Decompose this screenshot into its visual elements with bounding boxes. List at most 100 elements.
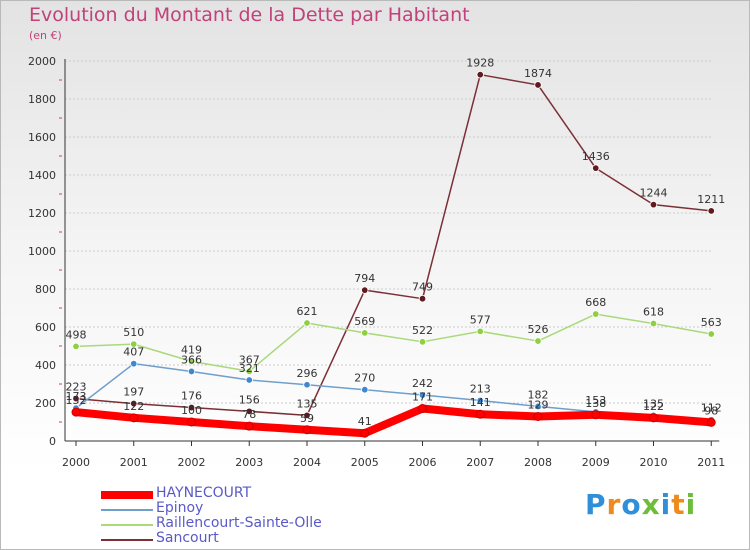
data-point-raillencourt-sainte-olle: [649, 319, 658, 328]
data-point-haynecourt: [71, 407, 81, 417]
data-point-raillencourt-sainte-olle: [707, 330, 715, 338]
data-label-raillencourt-sainte-olle: 668: [585, 296, 606, 309]
y-tick-label: 800: [35, 283, 56, 296]
y-tick-label: 0: [49, 435, 56, 448]
x-tick-label: 2011: [697, 456, 725, 469]
data-label-sancourt: 176: [181, 390, 202, 403]
x-tick-label: 2007: [466, 456, 494, 469]
y-tick-label: 1800: [28, 93, 56, 106]
data-label-haynecourt: 59: [300, 412, 314, 425]
data-label-epinoy: 296: [297, 367, 318, 380]
data-label-sancourt: 1436: [582, 150, 610, 163]
data-label-raillencourt-sainte-olle: 577: [470, 313, 491, 326]
data-point-raillencourt-sainte-olle: [303, 319, 311, 327]
data-point-epinoy: [476, 396, 484, 405]
chart-subtitle: (en €): [29, 29, 62, 42]
data-label-haynecourt: 171: [412, 391, 433, 404]
legend-swatch-epinoy: [101, 509, 153, 511]
gridlines: [65, 60, 712, 404]
data-label-haynecourt: 41: [358, 415, 372, 428]
data-label-haynecourt: 141: [470, 396, 491, 409]
data-point-haynecourt: [187, 417, 196, 427]
data-label-raillencourt-sainte-olle: 563: [701, 316, 722, 329]
data-point-epinoy: [361, 386, 369, 394]
data-label-sancourt: 749: [412, 281, 433, 294]
legend-label-epinoy: Epinoy: [156, 500, 204, 516]
y-tick-label: 200: [35, 397, 56, 410]
data-label-raillencourt-sainte-olle: 569: [354, 315, 375, 328]
data-label-sancourt: 1244: [640, 187, 668, 200]
data-labels: 223 197 176 156 135 794 749 1928 1874 1436 1244 121…: [66, 57, 726, 429]
data-label-epinoy: 182: [528, 388, 549, 401]
data-point-raillencourt-sainte-olle: [361, 329, 369, 337]
y-tick-label: 1600: [28, 131, 56, 144]
data-label-epinoy: 135: [643, 397, 664, 410]
data-label-raillencourt-sainte-olle: 526: [528, 323, 549, 336]
data-point-raillencourt-sainte-olle: [534, 337, 542, 345]
logo-letter: o: [621, 488, 642, 521]
data-label-raillencourt-sainte-olle: 618: [643, 306, 664, 319]
data-point-haynecourt: [129, 413, 139, 423]
data-point-sancourt: [72, 394, 80, 403]
x-tick-label: 2010: [640, 456, 668, 469]
data-label-epinoy: 321: [239, 362, 260, 375]
data-label-haynecourt: 78: [242, 408, 256, 421]
data-label-sancourt: 794: [354, 272, 375, 285]
data-label-epinoy: 112: [701, 402, 722, 415]
legend-label-haynecourt: HAYNECOURT: [156, 485, 252, 501]
data-point-haynecourt: [706, 417, 716, 427]
data-point-raillencourt-sainte-olle: [130, 340, 138, 348]
data-point-raillencourt-sainte-olle: [418, 338, 427, 346]
data-label-raillencourt-sainte-olle: 498: [66, 328, 87, 341]
data-point-raillencourt-sainte-olle: [592, 310, 600, 318]
data-label-haynecourt: 100: [181, 404, 202, 417]
x-tick-label: 2006: [409, 456, 437, 469]
x-tick-label: 2000: [62, 456, 90, 469]
data-point-haynecourt: [533, 411, 543, 421]
logo-letter: i: [660, 488, 672, 521]
data-point-epinoy: [187, 367, 196, 376]
logo-letter: t: [671, 488, 686, 521]
series-line-epinoy: [75, 362, 712, 421]
x-tick-label: 2001: [120, 456, 148, 469]
y-tick-label: 1000: [28, 245, 56, 258]
x-tick-label: 2008: [524, 456, 552, 469]
data-point-haynecourt: [649, 413, 658, 423]
data-point-sancourt: [303, 411, 311, 420]
data-point-sancourt: [187, 403, 196, 412]
data-point-haynecourt: [418, 404, 427, 414]
logo-letter: x: [641, 488, 661, 521]
data-label-sancourt: 1874: [524, 67, 552, 80]
legend-swatch-sancourt: [101, 539, 153, 541]
data-label-sancourt: 197: [123, 386, 144, 399]
series-line-raillencourt-sainte-olle: [75, 313, 712, 373]
data-label-sancourt: 1211: [697, 193, 725, 206]
x-tick-label: 2005: [351, 456, 379, 469]
y-tick-label: 600: [35, 321, 56, 334]
data-label-epinoy: 213: [470, 383, 491, 396]
data-point-epinoy: [418, 391, 427, 399]
data-label-epinoy: 242: [412, 377, 433, 390]
x-tick-label: 2002: [178, 456, 206, 469]
data-label-epinoy: 173: [66, 390, 87, 403]
data-point-epinoy: [245, 376, 253, 384]
legend-label-sancourt: Sancourt: [156, 530, 219, 546]
data-point-raillencourt-sainte-olle: [187, 357, 196, 366]
data-point-sancourt: [707, 207, 715, 215]
data-point-sancourt: [592, 164, 600, 172]
x-tick-label: 2003: [235, 456, 263, 469]
data-label-raillencourt-sainte-olle: 419: [181, 343, 202, 356]
data-label-sancourt: 223: [66, 381, 87, 394]
legend-swatch-haynecourt: [101, 491, 153, 499]
data-point-sancourt: [476, 70, 484, 79]
axes: [64, 59, 720, 442]
data-point-haynecourt: [244, 421, 254, 431]
data-point-haynecourt: [591, 410, 601, 420]
data-label-raillencourt-sainte-olle: 522: [412, 324, 433, 337]
data-point-raillencourt-sainte-olle: [72, 342, 80, 351]
data-point-sancourt: [245, 407, 253, 416]
x-axis-ticks: 2000 2001 2002 2003 2004 2005 2006 2007 2008 2009…: [62, 441, 725, 469]
data-label-haynecourt: 129: [528, 398, 549, 411]
data-point-haynecourt: [302, 425, 312, 435]
data-point-raillencourt-sainte-olle: [245, 367, 253, 375]
